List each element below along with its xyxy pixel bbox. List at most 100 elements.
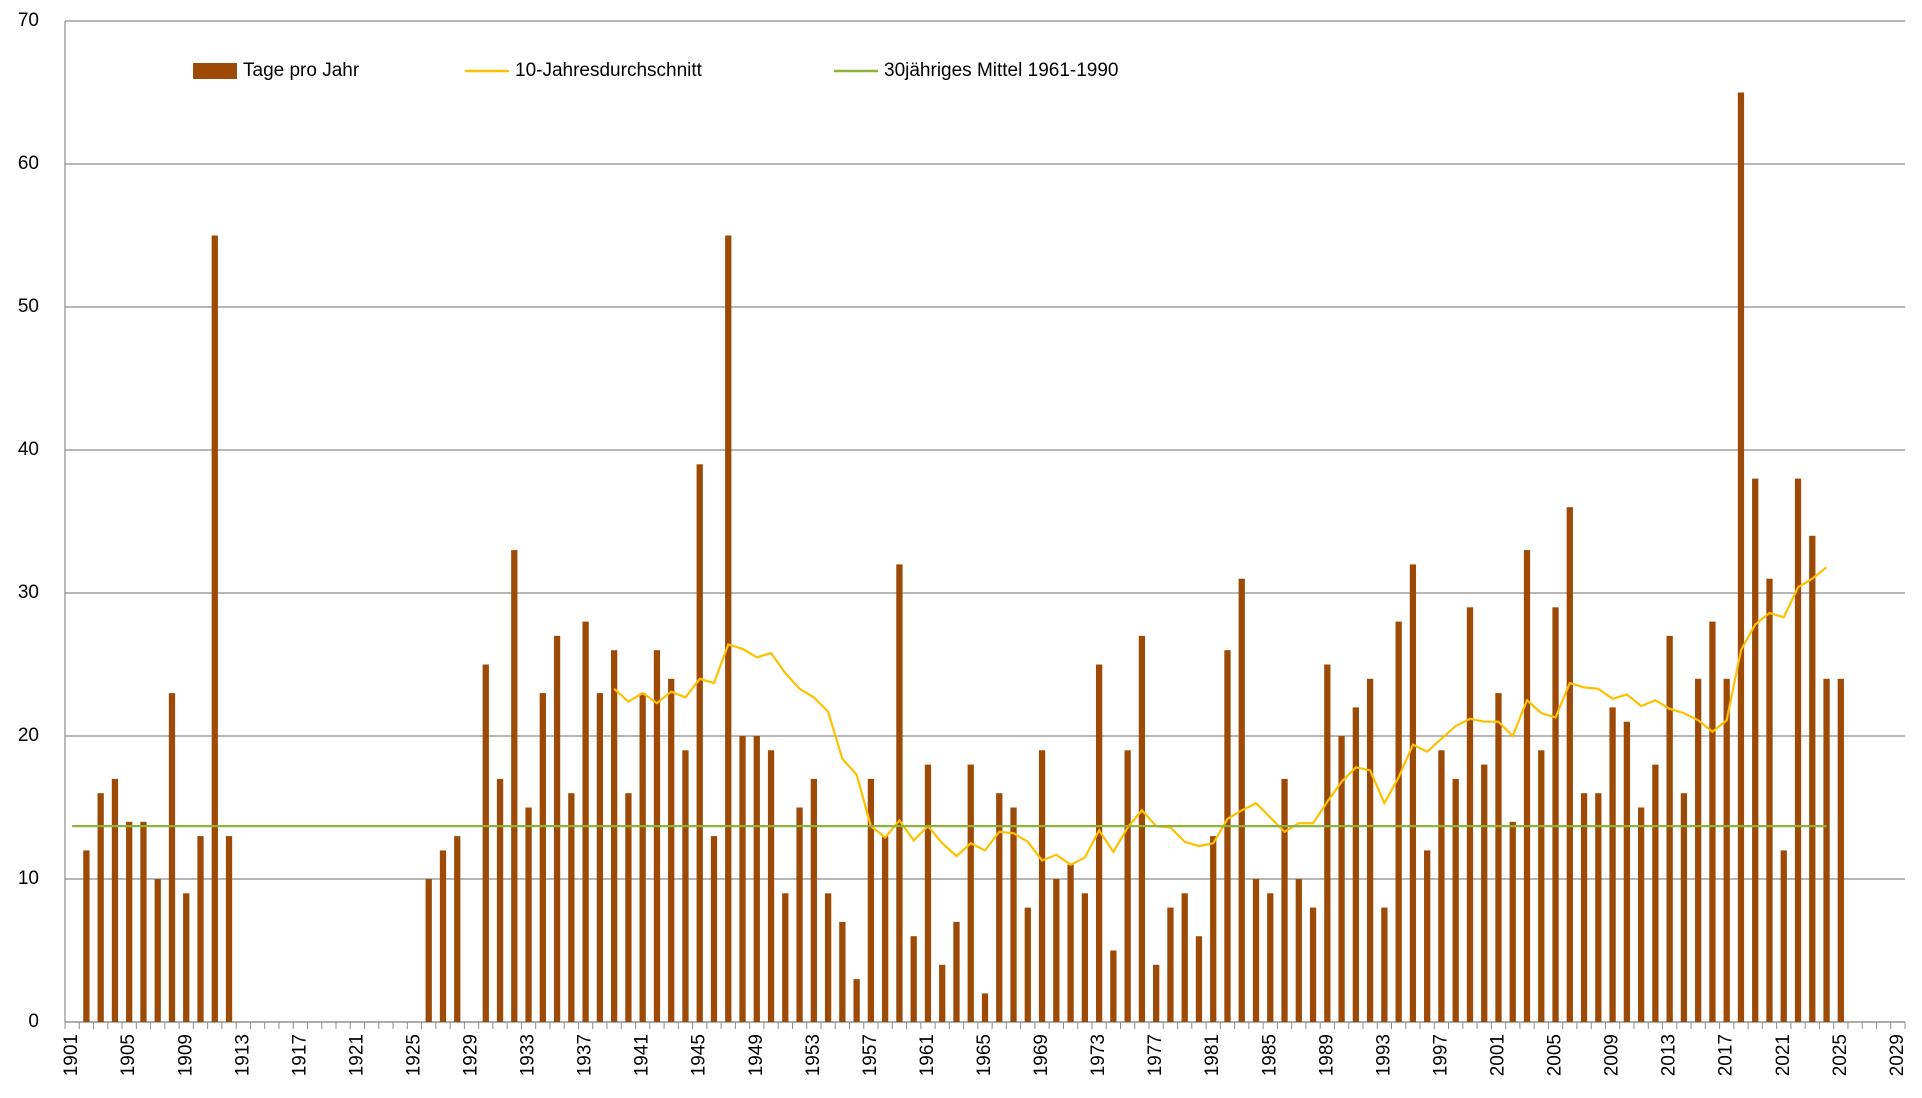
bar (1195, 936, 1203, 1022)
bar (1837, 678, 1844, 1022)
y-tick-label: 20 (18, 725, 39, 746)
bar (1081, 893, 1088, 1022)
bar (111, 778, 119, 1022)
bar (1366, 678, 1374, 1022)
x-tick-label: 1961 (917, 1034, 938, 1076)
bar (1737, 92, 1745, 1022)
bar (126, 821, 133, 1022)
bar (1409, 564, 1417, 1022)
bar (1338, 736, 1345, 1022)
x-tick-label: 1985 (1259, 1034, 1280, 1076)
bar (1309, 907, 1317, 1022)
bar (1481, 764, 1488, 1022)
bar (568, 793, 575, 1022)
y-tick-label: 10 (18, 868, 39, 889)
bar (967, 764, 974, 1022)
bar (1637, 807, 1645, 1022)
bar (154, 879, 161, 1022)
bar (511, 550, 518, 1022)
bar (1053, 879, 1060, 1022)
bar (197, 836, 204, 1022)
bar (1352, 707, 1359, 1022)
x-tick-label: 1993 (1373, 1034, 1394, 1076)
bar (1181, 893, 1188, 1022)
x-tick-label: 1901 (61, 1034, 82, 1076)
bar (1110, 950, 1117, 1022)
x-tick-label: 1917 (289, 1034, 310, 1076)
x-tick-label: 1937 (575, 1034, 596, 1076)
x-tick-label: 1965 (974, 1034, 995, 1076)
bar (839, 921, 846, 1022)
bar (168, 693, 176, 1022)
bar (439, 850, 447, 1022)
bar (939, 964, 946, 1022)
y-tick-label: 60 (18, 153, 39, 174)
bar (853, 979, 860, 1022)
bar (896, 564, 903, 1022)
bar (1238, 578, 1245, 1022)
bar (183, 893, 190, 1022)
bar (1695, 678, 1702, 1022)
x-tick-label: 2001 (1488, 1034, 1509, 1076)
bar (1723, 678, 1730, 1022)
bar (824, 893, 832, 1022)
bar (1452, 778, 1459, 1022)
x-tick-label: 1981 (1202, 1034, 1223, 1076)
bar (910, 936, 917, 1022)
bar (924, 764, 932, 1022)
x-tick-label: 1941 (632, 1034, 653, 1076)
bar (1167, 907, 1174, 1022)
bar (767, 750, 775, 1022)
bar (1595, 793, 1602, 1022)
bar (1609, 707, 1616, 1022)
bar (1424, 850, 1431, 1022)
x-tick-label: 1925 (403, 1034, 424, 1076)
bar (1281, 778, 1288, 1022)
bar (83, 850, 90, 1022)
bar (1680, 793, 1688, 1022)
bar (1709, 621, 1716, 1022)
bar (496, 778, 504, 1022)
bar (1067, 864, 1074, 1022)
x-tick-label: 1957 (860, 1034, 881, 1076)
bar (639, 693, 646, 1022)
bar (225, 836, 233, 1022)
x-tick-label: 1989 (1316, 1034, 1337, 1076)
x-tick-label: 1945 (689, 1034, 710, 1076)
bar (1766, 578, 1773, 1022)
bar (1324, 664, 1331, 1022)
line (613, 566, 1828, 866)
x-tick-label: 1949 (746, 1034, 767, 1076)
bar (796, 807, 803, 1022)
x-tick-label: 1997 (1430, 1034, 1451, 1076)
bar (1823, 678, 1830, 1022)
bar (1095, 664, 1103, 1022)
bar (1523, 550, 1531, 1022)
bar (625, 793, 632, 1022)
y-tick-label: 50 (18, 296, 39, 317)
bar (1295, 879, 1302, 1022)
bar (1566, 507, 1573, 1022)
bar (1495, 693, 1502, 1022)
bar (996, 793, 1003, 1022)
bar (668, 678, 675, 1022)
bar (1153, 964, 1160, 1022)
bar (1252, 879, 1260, 1022)
bar (97, 793, 104, 1022)
bar (1666, 635, 1673, 1022)
bar (810, 778, 817, 1022)
legend-swatch (193, 63, 237, 79)
bar (1024, 907, 1031, 1022)
bar (1538, 750, 1545, 1022)
bar (1038, 750, 1046, 1022)
x-tick-label: 2021 (1773, 1034, 1794, 1076)
x-tick-label: 2013 (1659, 1034, 1680, 1076)
bar (1224, 650, 1231, 1022)
bar (1752, 478, 1759, 1023)
bar (1138, 635, 1146, 1022)
bar (1509, 821, 1516, 1022)
bar (953, 921, 960, 1022)
bar (553, 635, 561, 1022)
bar (782, 893, 789, 1022)
x-tick-label: 1921 (346, 1034, 367, 1076)
